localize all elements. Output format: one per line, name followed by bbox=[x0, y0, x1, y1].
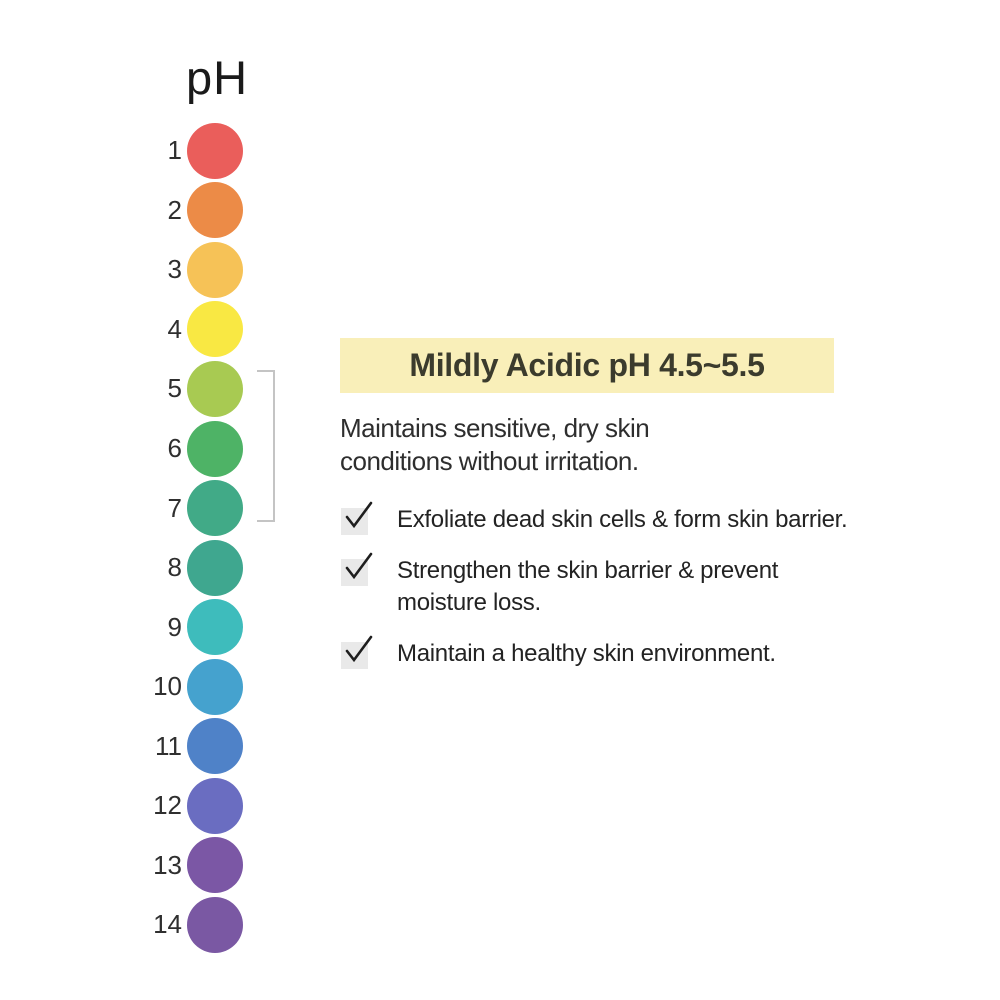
checklist-item: Maintain a healthy skin environment. bbox=[341, 635, 847, 670]
ph-scale-row: 4 bbox=[120, 300, 243, 360]
ph-scale-row: 3 bbox=[120, 240, 243, 300]
ph-color-dot bbox=[187, 122, 243, 179]
ph-scale-row: 13 bbox=[120, 836, 243, 896]
ph-color-dot bbox=[187, 360, 243, 417]
ph-color-dot bbox=[187, 539, 243, 596]
ph-color-dot bbox=[187, 777, 243, 834]
ph-value-label: 10 bbox=[153, 671, 182, 702]
ph-value-label: 6 bbox=[167, 433, 182, 463]
ph-value-label: 5 bbox=[167, 373, 182, 404]
ph-color-dot bbox=[187, 658, 243, 715]
ph-color-dot bbox=[187, 896, 243, 953]
checklist-item: Strengthen the skin barrier & prevent moi… bbox=[341, 552, 847, 619]
headline-text: Mildly Acidic pH 4.5~5.5 bbox=[409, 347, 765, 383]
ph-scale-row: 5 bbox=[120, 359, 243, 419]
checkmark-icon bbox=[341, 552, 373, 586]
ph-value-label: 8 bbox=[167, 552, 182, 583]
ph-value-label: 11 bbox=[155, 730, 182, 761]
ph-value-label: 12 bbox=[153, 790, 182, 821]
ph-color-dot bbox=[187, 599, 243, 656]
ph-color-dot bbox=[187, 718, 243, 775]
ph-value-label: 13 bbox=[153, 849, 182, 880]
ph-color-dot bbox=[187, 182, 243, 239]
ph-scale-row: 14 bbox=[120, 895, 243, 955]
headline-box: Mildly Acidic pH 4.5~5.5 bbox=[340, 338, 834, 393]
ph-color-dot bbox=[187, 241, 243, 298]
checklist-item-text: Strengthen the skin barrier & prevent moi… bbox=[397, 555, 778, 619]
ph-scale-row: 2 bbox=[120, 181, 243, 241]
ph-scale-row: 8 bbox=[120, 538, 243, 598]
ph-scale-row: 9 bbox=[120, 597, 243, 657]
checklist-item-text: Maintain a healthy skin environment. bbox=[397, 638, 776, 670]
description-line: conditions without irritation. bbox=[340, 445, 639, 476]
checklist-item: Exfoliate dead skin cells & form skin ba… bbox=[341, 501, 848, 536]
checklist-item-line: moisture loss. bbox=[397, 589, 541, 616]
checklist-item-line: Strengthen the skin barrier & prevent bbox=[397, 557, 779, 584]
ph-color-dot bbox=[187, 420, 243, 477]
ph-scale-title: pH bbox=[186, 51, 249, 104]
ph-scale-row: 11 bbox=[120, 716, 243, 776]
checklist-item-line: Maintain a healthy skin environment. bbox=[397, 640, 776, 667]
benefits-checklist: Exfoliate dead skin cells & form skin ba… bbox=[341, 501, 848, 689]
ph-color-dot bbox=[187, 837, 243, 894]
ph-value-label: 7 bbox=[167, 492, 182, 523]
checkmark-icon bbox=[341, 635, 373, 669]
ph-value-label: 4 bbox=[167, 313, 182, 344]
ph-value-label: 3 bbox=[167, 254, 182, 285]
description-text: Maintains sensitive, dry skin conditions… bbox=[340, 412, 650, 477]
ph-scale-row: 7 bbox=[120, 478, 243, 538]
ph-scale: 1 2 3 4 5 6 7 8 9 10 11 12 13 14 bbox=[120, 121, 243, 955]
ph-value-label: 14 bbox=[153, 909, 182, 940]
ph-scale-row: 6 bbox=[120, 419, 243, 479]
ph-value-label: 1 bbox=[167, 135, 182, 166]
ph-scale-row: 1 bbox=[120, 121, 243, 181]
ph-range-bracket bbox=[257, 370, 275, 522]
ph-scale-row: 10 bbox=[120, 657, 243, 717]
checklist-item-text: Exfoliate dead skin cells & form skin ba… bbox=[397, 504, 848, 536]
ph-value-label: 2 bbox=[167, 194, 182, 225]
checklist-item-line: Exfoliate dead skin cells & form skin ba… bbox=[397, 506, 848, 533]
checkmark-icon bbox=[341, 501, 373, 535]
ph-scale-row: 12 bbox=[120, 776, 243, 836]
ph-value-label: 9 bbox=[167, 611, 182, 642]
description-line: Maintains sensitive, dry skin bbox=[340, 413, 650, 443]
ph-color-dot bbox=[187, 301, 243, 358]
ph-color-dot bbox=[187, 480, 243, 537]
